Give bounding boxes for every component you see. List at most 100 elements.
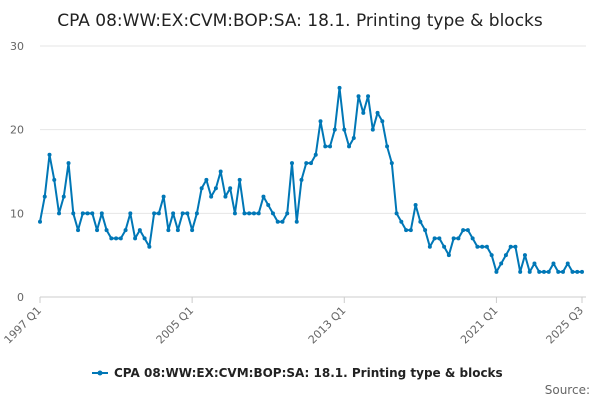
data-point[interactable]	[109, 236, 114, 241]
data-point[interactable]	[194, 211, 199, 216]
data-point[interactable]	[437, 236, 442, 241]
data-point[interactable]	[418, 219, 423, 224]
data-point[interactable]	[556, 269, 561, 274]
data-point[interactable]	[318, 119, 323, 124]
data-point[interactable]	[565, 261, 570, 266]
data-point[interactable]	[209, 194, 214, 199]
data-point[interactable]	[323, 144, 328, 149]
legend[interactable]: CPA 08:WW:EX:CVM:BOP:SA: 18.1. Printing …	[92, 366, 503, 380]
data-point[interactable]	[99, 211, 104, 216]
data-point[interactable]	[213, 186, 218, 191]
data-point[interactable]	[503, 253, 508, 258]
data-point[interactable]	[575, 269, 580, 274]
data-point[interactable]	[57, 211, 62, 216]
data-point[interactable]	[541, 269, 546, 274]
data-point[interactable]	[527, 269, 532, 274]
data-point[interactable]	[242, 211, 247, 216]
data-point[interactable]	[228, 186, 233, 191]
data-point[interactable]	[580, 269, 584, 274]
data-point[interactable]	[152, 211, 157, 216]
data-point[interactable]	[171, 211, 176, 216]
data-point[interactable]	[370, 127, 375, 132]
data-point[interactable]	[351, 136, 356, 141]
data-point[interactable]	[551, 261, 556, 266]
data-point[interactable]	[546, 269, 551, 274]
data-point[interactable]	[275, 219, 280, 224]
data-point[interactable]	[304, 161, 309, 166]
data-point[interactable]	[347, 144, 352, 149]
data-point[interactable]	[47, 152, 52, 157]
data-point[interactable]	[461, 228, 466, 233]
data-point[interactable]	[95, 228, 100, 233]
data-point[interactable]	[118, 236, 123, 241]
data-point[interactable]	[128, 211, 133, 216]
data-point[interactable]	[266, 202, 271, 207]
data-point[interactable]	[423, 228, 428, 233]
data-point[interactable]	[180, 211, 185, 216]
data-point[interactable]	[366, 94, 371, 99]
data-point[interactable]	[142, 236, 147, 241]
data-point[interactable]	[137, 228, 142, 233]
data-point[interactable]	[375, 110, 380, 115]
data-point[interactable]	[66, 161, 71, 166]
data-point[interactable]	[294, 219, 299, 224]
data-point[interactable]	[356, 94, 361, 99]
data-point[interactable]	[175, 228, 180, 233]
data-point[interactable]	[80, 211, 85, 216]
data-point[interactable]	[465, 228, 470, 233]
data-point[interactable]	[185, 211, 190, 216]
data-point[interactable]	[451, 236, 456, 241]
data-point[interactable]	[147, 244, 152, 249]
data-point[interactable]	[399, 219, 404, 224]
data-point[interactable]	[166, 228, 171, 233]
data-point[interactable]	[285, 211, 290, 216]
data-point[interactable]	[38, 219, 42, 224]
data-point[interactable]	[123, 228, 128, 233]
data-point[interactable]	[456, 236, 461, 241]
data-point[interactable]	[61, 194, 66, 199]
data-point[interactable]	[389, 161, 394, 166]
data-point[interactable]	[156, 211, 161, 216]
data-point[interactable]	[570, 269, 575, 274]
data-point[interactable]	[161, 194, 166, 199]
data-point[interactable]	[427, 244, 432, 249]
data-point[interactable]	[508, 244, 513, 249]
data-point[interactable]	[309, 161, 313, 166]
data-point[interactable]	[237, 177, 242, 182]
data-point[interactable]	[328, 144, 333, 149]
data-point[interactable]	[480, 244, 485, 249]
data-point[interactable]	[337, 85, 342, 90]
data-point[interactable]	[361, 110, 366, 115]
data-point[interactable]	[232, 211, 237, 216]
data-point[interactable]	[494, 269, 499, 274]
data-point[interactable]	[52, 177, 57, 182]
data-point[interactable]	[408, 228, 413, 233]
data-point[interactable]	[299, 177, 304, 182]
data-point[interactable]	[270, 211, 275, 216]
data-point[interactable]	[85, 211, 90, 216]
data-point[interactable]	[332, 127, 337, 132]
data-point[interactable]	[518, 269, 523, 274]
data-point[interactable]	[313, 152, 318, 157]
data-point[interactable]	[532, 261, 537, 266]
data-point[interactable]	[446, 253, 451, 258]
data-point[interactable]	[489, 253, 494, 258]
data-point[interactable]	[42, 194, 47, 199]
data-point[interactable]	[432, 236, 437, 241]
data-point[interactable]	[218, 169, 223, 174]
data-point[interactable]	[470, 236, 475, 241]
data-point[interactable]	[90, 211, 95, 216]
data-point[interactable]	[484, 244, 489, 249]
data-point[interactable]	[104, 228, 109, 233]
data-point[interactable]	[289, 161, 294, 166]
data-point[interactable]	[133, 236, 138, 241]
data-point[interactable]	[442, 244, 447, 249]
data-point[interactable]	[190, 228, 195, 233]
data-point[interactable]	[204, 177, 209, 182]
data-point[interactable]	[499, 261, 504, 266]
data-point[interactable]	[223, 194, 228, 199]
data-point[interactable]	[522, 253, 527, 258]
data-point[interactable]	[199, 186, 204, 191]
data-point[interactable]	[342, 127, 347, 132]
data-point[interactable]	[404, 228, 409, 233]
